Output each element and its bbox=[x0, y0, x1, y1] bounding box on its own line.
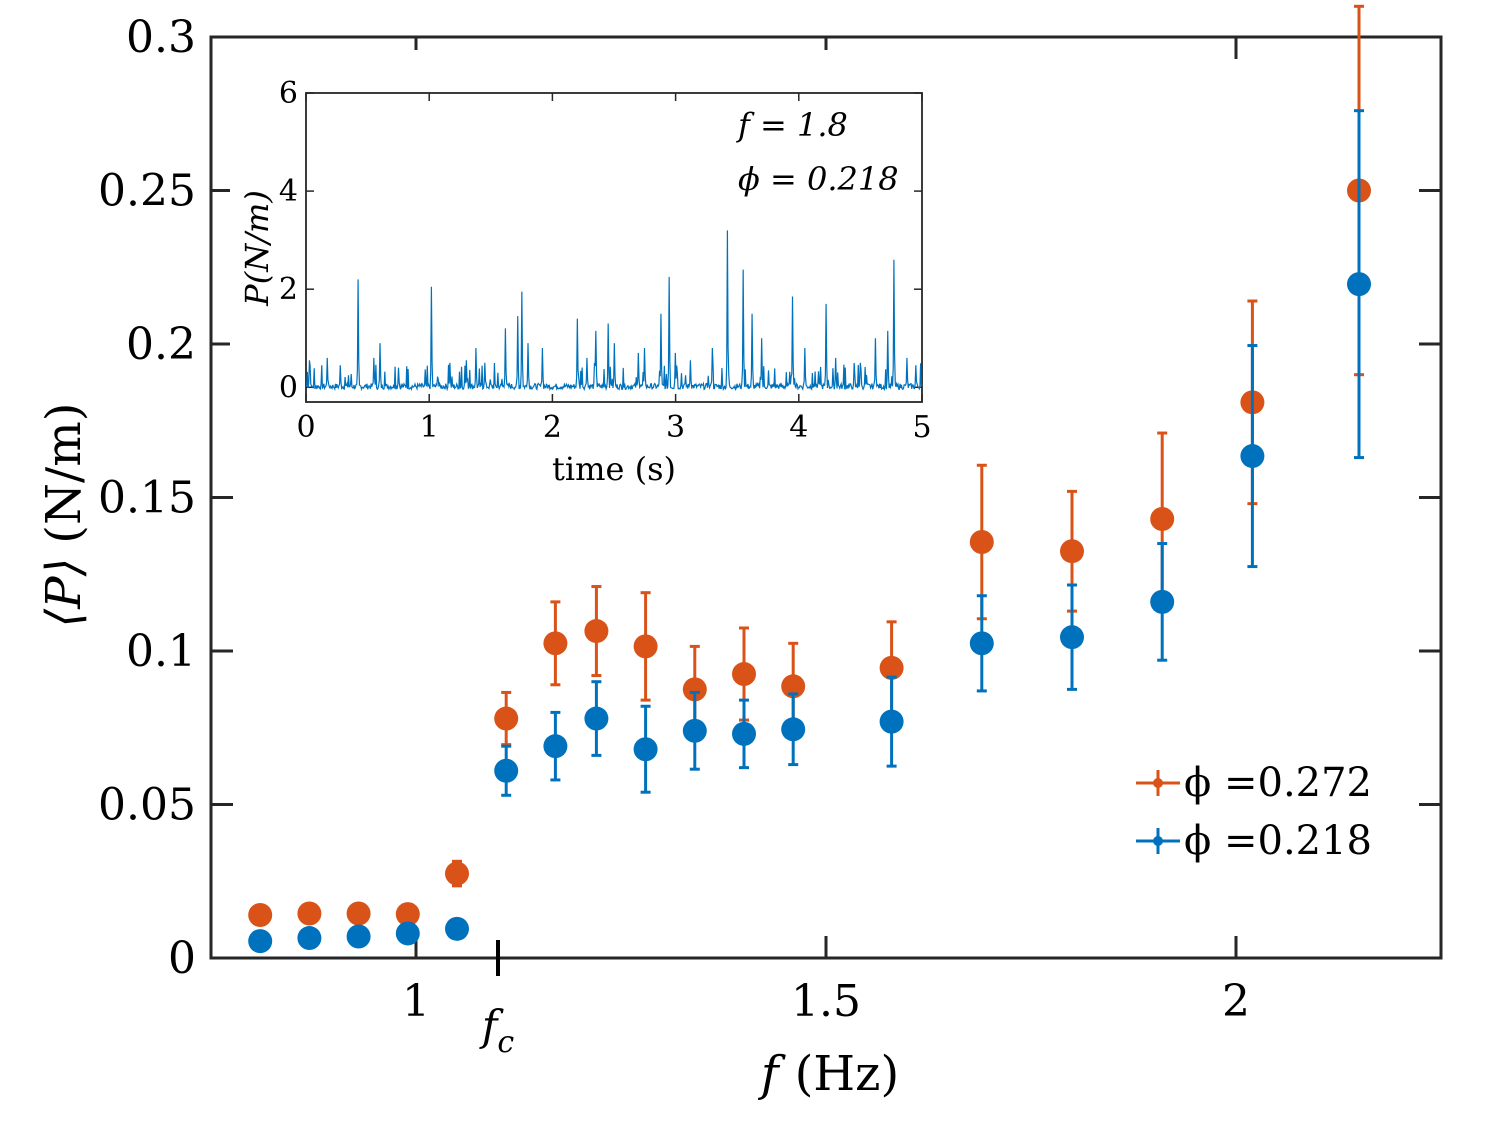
data-point bbox=[543, 734, 568, 759]
main-y-axis-label: ⟨P⟩ (N/m) bbox=[36, 403, 92, 628]
inset-x-tick-label: 3 bbox=[666, 410, 685, 445]
main-series bbox=[248, 4, 1371, 954]
legend-marker-0 bbox=[1153, 778, 1163, 788]
main-x-axis-label-var: f bbox=[758, 1046, 786, 1102]
data-point bbox=[346, 924, 371, 949]
data-point bbox=[494, 706, 519, 731]
data-point bbox=[248, 903, 273, 928]
data-point bbox=[445, 916, 469, 941]
main-plot: 1 1.5 2 00.050.10.150.20.250.3 fc f (Hz) ⟨P… bbox=[36, 4, 1443, 1102]
data-point bbox=[543, 631, 568, 656]
data-point bbox=[297, 901, 322, 926]
main-y-tick-label: 0.15 bbox=[98, 473, 196, 524]
main-y-tick-label: 0.3 bbox=[126, 12, 196, 63]
legend-label-1: ϕ =0.218 bbox=[1184, 818, 1372, 864]
data-point bbox=[1240, 444, 1265, 469]
data-point bbox=[633, 634, 658, 659]
legend: ϕ =0.272 ϕ =0.218 bbox=[1136, 760, 1372, 864]
data-point bbox=[297, 926, 322, 951]
data-point bbox=[732, 662, 756, 687]
main-y-tick-label: 0.2 bbox=[126, 319, 196, 370]
inset-pressure-trace bbox=[305, 230, 923, 392]
data-point bbox=[1150, 589, 1175, 614]
main-y-tick-label: 0.1 bbox=[126, 626, 196, 677]
inset-y-tick-label: 6 bbox=[279, 76, 298, 111]
data-point bbox=[584, 619, 609, 644]
inset-annotation-frequency: f = 1.8 bbox=[736, 106, 848, 144]
main-y-axis-label-unit: (N/m) bbox=[36, 403, 92, 544]
data-point bbox=[781, 717, 806, 742]
series-1 bbox=[248, 109, 1371, 954]
data-point bbox=[732, 721, 756, 746]
inset-y-tick-label: 4 bbox=[279, 174, 298, 209]
data-point bbox=[248, 929, 273, 954]
legend-entry-0: ϕ =0.272 bbox=[1136, 760, 1372, 806]
data-point bbox=[395, 921, 420, 946]
inset-x-tick-label: 0 bbox=[296, 410, 315, 445]
data-point bbox=[584, 706, 609, 731]
data-point bbox=[781, 674, 806, 699]
inset-y-axis-label: P(N/m) bbox=[238, 190, 276, 307]
data-point bbox=[633, 737, 658, 762]
main-y-ticks: 0 0.05 0.1 0.15 0.2 0.25 0.3 bbox=[98, 12, 1441, 984]
data-point bbox=[395, 902, 420, 927]
main-x-axis-label-unit: (Hz) bbox=[795, 1046, 900, 1102]
data-point bbox=[969, 530, 994, 555]
data-point bbox=[879, 655, 904, 680]
inset-y-tick-label: 0 bbox=[279, 370, 298, 405]
inset-x-axis-label: time (s) bbox=[552, 450, 676, 488]
inset-annotation-phi: ϕ = 0.218 bbox=[738, 160, 899, 198]
fc-label: fc bbox=[479, 1001, 515, 1060]
inset-x-tick-label: 5 bbox=[912, 410, 931, 445]
main-x-tick-label: 1.5 bbox=[791, 976, 861, 1027]
legend-entry-1: ϕ =0.218 bbox=[1136, 818, 1372, 864]
data-point bbox=[1060, 539, 1084, 564]
fc-label-sub: c bbox=[497, 1025, 514, 1060]
inset-plot: 0 1 2 3 4 5 0 2 4 6 time (s) P(N/m) f = 1.8 ϕ = … bbox=[230, 50, 938, 490]
main-y-tick-label: 0.05 bbox=[98, 780, 196, 831]
inset-x-tick-label: 4 bbox=[789, 410, 808, 445]
legend-marker-1 bbox=[1153, 836, 1163, 846]
data-point bbox=[346, 901, 371, 926]
legend-label-0: ϕ =0.272 bbox=[1184, 760, 1372, 806]
inset-x-tick-label: 1 bbox=[420, 410, 439, 445]
data-point bbox=[682, 718, 707, 743]
data-point bbox=[1150, 506, 1175, 531]
inset-y-tick-label: 2 bbox=[279, 272, 298, 307]
inset-x-ticks: 0 1 2 3 4 5 bbox=[296, 93, 932, 445]
data-point bbox=[445, 861, 469, 886]
main-y-tick-label: 0.25 bbox=[98, 166, 196, 217]
data-point bbox=[1347, 272, 1371, 297]
main-x-tick-label: 1 bbox=[402, 976, 430, 1027]
data-point bbox=[682, 677, 707, 702]
main-y-tick-label: 0 bbox=[168, 933, 196, 984]
inset-background bbox=[230, 50, 938, 490]
inset-plot-frame bbox=[305, 92, 923, 403]
main-y-axis-label-var: ⟨P⟩ bbox=[36, 558, 92, 628]
data-point bbox=[494, 758, 519, 783]
data-point bbox=[879, 709, 904, 734]
main-x-tick-label: 2 bbox=[1222, 976, 1250, 1027]
main-x-axis-label: f (Hz) bbox=[758, 1046, 899, 1102]
inset-x-tick-label: 2 bbox=[543, 410, 562, 445]
main-x-ticks: 1 1.5 2 bbox=[402, 37, 1250, 1027]
data-point bbox=[1060, 625, 1084, 650]
data-point bbox=[969, 631, 994, 656]
